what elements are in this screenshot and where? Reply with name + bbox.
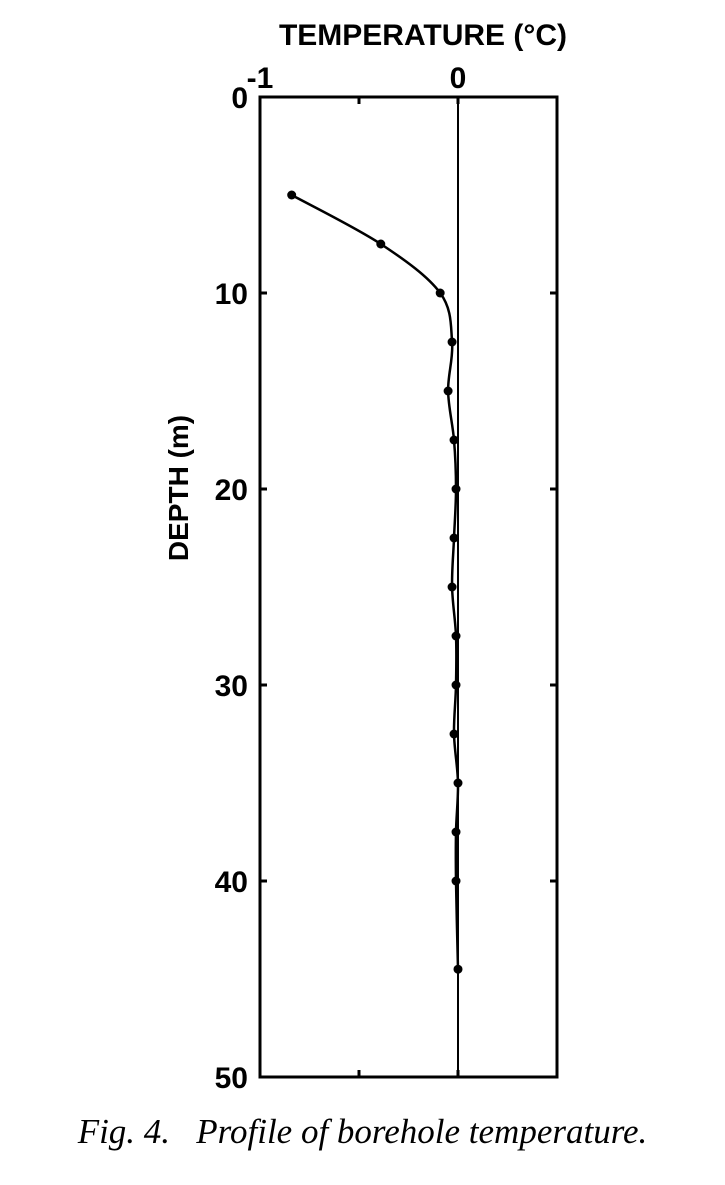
- data-point: [435, 288, 445, 298]
- data-point: [447, 337, 457, 347]
- y-tick-label: 0: [231, 82, 248, 115]
- y-axis-title: DEPTH (m): [163, 415, 194, 561]
- y-tick-label: 10: [215, 278, 248, 311]
- y-tick-label: 50: [215, 1062, 248, 1095]
- data-point: [449, 533, 459, 543]
- data-point: [451, 876, 461, 886]
- y-tick-label: 20: [215, 474, 248, 507]
- data-point: [287, 190, 297, 200]
- figure-caption: Fig. 4. Profile of borehole temperature.: [77, 1112, 648, 1151]
- plot-frame: [258, 95, 559, 1079]
- data-point: [443, 386, 453, 396]
- data-point: [447, 582, 457, 592]
- x-tick-labels: -1 0: [247, 62, 467, 95]
- data-point: [449, 435, 459, 445]
- data-point: [449, 729, 459, 739]
- data-point: [453, 964, 463, 974]
- y-tick-label: 40: [215, 866, 248, 899]
- data-point: [453, 778, 463, 788]
- data-point: [451, 631, 461, 641]
- y-tick-label: 30: [215, 670, 248, 703]
- axis-ticks: [258, 95, 559, 1079]
- temperature-series: [287, 190, 463, 974]
- data-point: [451, 680, 461, 690]
- series-line: [291, 193, 460, 970]
- x-axis-title: TEMPERATURE (°C): [279, 19, 567, 52]
- data-point: [451, 484, 461, 494]
- data-point: [451, 827, 461, 837]
- data-point: [376, 239, 386, 249]
- x-tick-label: -1: [247, 62, 274, 95]
- x-tick-label: 0: [450, 62, 467, 95]
- y-tick-labels: 0 10 20 30 40 50: [215, 82, 248, 1095]
- plot-axes: [258, 95, 559, 1079]
